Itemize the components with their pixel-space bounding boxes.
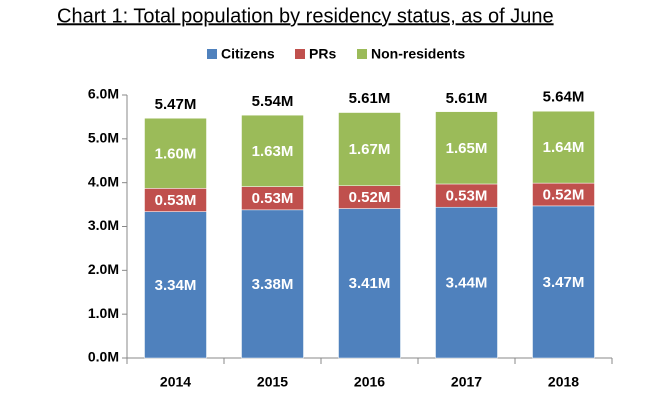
value-label: 3.38M: [252, 276, 294, 293]
bar-segment: [144, 211, 207, 359]
value-label: 0.53M: [446, 188, 488, 205]
value-label: 1.63M: [252, 143, 294, 160]
y-tick-label: 5.0M: [88, 130, 119, 146]
value-label: 1.64M: [543, 139, 585, 156]
y-tick-label: 3.0M: [88, 217, 119, 233]
y-tick-label: 6.0M: [88, 86, 119, 102]
bar-segment: [241, 114, 304, 187]
legend-swatch: [207, 49, 217, 59]
total-label: 5.61M: [446, 90, 488, 107]
bar-segment: [144, 117, 207, 189]
legend-swatch: [357, 49, 367, 59]
value-label: 3.47M: [543, 274, 585, 291]
value-label: 1.65M: [446, 140, 488, 157]
value-label: 0.53M: [252, 190, 294, 207]
bar-segment: [532, 205, 595, 359]
total-label: 5.64M: [543, 89, 585, 106]
bar-segment: [532, 110, 595, 184]
value-label: 0.53M: [155, 192, 197, 209]
x-tick-label: 2018: [548, 374, 579, 390]
y-tick-label: 0.0M: [88, 349, 119, 365]
bar-segment: [338, 112, 401, 186]
legend-label: PRs: [309, 46, 336, 62]
value-label: 0.52M: [349, 189, 391, 206]
value-label: 3.44M: [446, 275, 488, 292]
y-tick-label: 1.0M: [88, 305, 119, 321]
x-tick-label: 2015: [257, 374, 288, 390]
total-label: 5.61M: [349, 90, 391, 107]
x-tick-label: 2014: [160, 374, 191, 390]
total-label: 5.54M: [252, 93, 294, 110]
x-tick-label: 2017: [451, 374, 482, 390]
x-tick-label: 2016: [354, 374, 385, 390]
value-label: 1.60M: [155, 145, 197, 162]
legend-label: Citizens: [221, 46, 275, 62]
legend-label: Non-residents: [371, 46, 465, 62]
value-label: 3.41M: [349, 275, 391, 292]
bar-segment: [338, 208, 401, 359]
value-label: 0.52M: [543, 186, 585, 203]
value-label: 3.34M: [155, 277, 197, 294]
y-tick-label: 4.0M: [88, 173, 119, 189]
total-label: 5.47M: [155, 96, 197, 113]
bar-segment: [435, 111, 498, 185]
legend-swatch: [295, 49, 305, 59]
y-tick-label: 2.0M: [88, 261, 119, 277]
bar-segment: [435, 206, 498, 359]
chart-title: Chart 1: Total population by residency s…: [57, 5, 554, 27]
value-label: 1.67M: [349, 141, 391, 158]
